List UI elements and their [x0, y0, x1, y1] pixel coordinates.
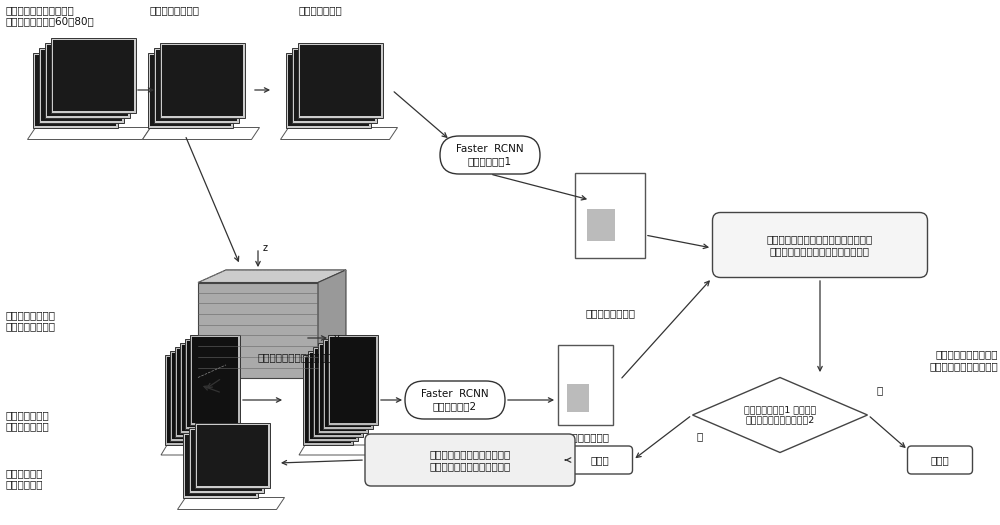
Polygon shape — [143, 128, 260, 140]
FancyBboxPatch shape — [315, 349, 361, 435]
FancyBboxPatch shape — [190, 429, 262, 490]
FancyBboxPatch shape — [172, 353, 218, 439]
FancyBboxPatch shape — [167, 357, 213, 443]
Text: Faster  RCNN
目标检测模型2: Faster RCNN 目标检测模型2 — [421, 389, 489, 411]
FancyBboxPatch shape — [194, 423, 270, 488]
Polygon shape — [198, 270, 346, 282]
Text: 目标平面检测结果: 目标平面检测结果 — [585, 308, 635, 318]
FancyBboxPatch shape — [320, 345, 366, 431]
Text: 利用目标的灰度连续性进一步
去除假阳性并恢复至原始尺寸: 利用目标的灰度连续性进一步 去除假阳性并恢复至原始尺寸 — [429, 449, 511, 471]
Text: 假阳性: 假阳性 — [931, 455, 949, 465]
Polygon shape — [198, 282, 318, 377]
FancyBboxPatch shape — [188, 427, 264, 492]
FancyBboxPatch shape — [328, 335, 378, 425]
FancyBboxPatch shape — [177, 349, 223, 435]
FancyBboxPatch shape — [175, 347, 225, 437]
FancyBboxPatch shape — [185, 339, 235, 429]
FancyBboxPatch shape — [575, 173, 645, 257]
FancyBboxPatch shape — [165, 355, 215, 445]
FancyBboxPatch shape — [148, 52, 232, 128]
FancyBboxPatch shape — [184, 435, 256, 496]
FancyBboxPatch shape — [160, 43, 244, 118]
Polygon shape — [299, 445, 390, 455]
Polygon shape — [161, 445, 252, 455]
Text: 辅助平面检测结果: 辅助平面检测结果 — [560, 432, 610, 442]
FancyBboxPatch shape — [405, 381, 505, 419]
FancyBboxPatch shape — [154, 47, 239, 122]
FancyBboxPatch shape — [323, 339, 373, 429]
FancyBboxPatch shape — [325, 341, 371, 427]
Text: 真阳性: 真阳性 — [591, 455, 609, 465]
FancyBboxPatch shape — [303, 355, 353, 445]
FancyBboxPatch shape — [298, 43, 382, 118]
FancyBboxPatch shape — [182, 345, 228, 431]
Polygon shape — [178, 498, 285, 509]
FancyBboxPatch shape — [38, 47, 124, 122]
Text: Faster  RCNN
目标检测模型1: Faster RCNN 目标检测模型1 — [456, 144, 524, 166]
Polygon shape — [692, 377, 868, 453]
FancyBboxPatch shape — [308, 351, 358, 441]
FancyBboxPatch shape — [292, 47, 376, 122]
Text: 是: 是 — [697, 431, 703, 441]
FancyBboxPatch shape — [712, 213, 928, 278]
Text: x: x — [196, 393, 202, 403]
FancyBboxPatch shape — [180, 343, 230, 433]
FancyBboxPatch shape — [52, 39, 134, 110]
FancyBboxPatch shape — [365, 434, 575, 486]
FancyBboxPatch shape — [40, 49, 122, 121]
FancyBboxPatch shape — [908, 446, 972, 474]
FancyBboxPatch shape — [294, 49, 374, 121]
FancyBboxPatch shape — [46, 45, 128, 116]
FancyBboxPatch shape — [196, 425, 268, 486]
FancyBboxPatch shape — [170, 351, 220, 441]
FancyBboxPatch shape — [300, 45, 380, 116]
FancyBboxPatch shape — [192, 337, 238, 423]
FancyBboxPatch shape — [305, 357, 351, 443]
Text: 原始输入图像：双侧盆壁
处，每例病人图像60～80张: 原始输入图像：双侧盆壁 处，每例病人图像60～80张 — [5, 5, 94, 27]
FancyBboxPatch shape — [558, 345, 612, 425]
FancyBboxPatch shape — [150, 55, 230, 125]
FancyBboxPatch shape — [567, 384, 589, 412]
FancyBboxPatch shape — [330, 337, 376, 423]
Text: 交并比大于阈值1 且交并比
满足要求的比例大于阈值2: 交并比大于阈值1 且交并比 满足要求的比例大于阈值2 — [744, 405, 816, 425]
FancyBboxPatch shape — [318, 343, 368, 433]
FancyBboxPatch shape — [187, 341, 233, 427]
Text: 计算目标平面检测结果在辅助平面的投
影框与辅助平面网络预测框的交并比: 计算目标平面检测结果在辅助平面的投 影框与辅助平面网络预测框的交并比 — [767, 234, 873, 256]
FancyBboxPatch shape — [587, 209, 615, 241]
FancyBboxPatch shape — [568, 446, 633, 474]
Polygon shape — [318, 270, 346, 377]
FancyBboxPatch shape — [440, 136, 540, 174]
FancyBboxPatch shape — [313, 347, 363, 437]
Text: z: z — [263, 243, 268, 253]
Text: 最终得到低假
阳性检测结果: 最终得到低假 阳性检测结果 — [5, 468, 42, 490]
FancyBboxPatch shape — [50, 37, 136, 112]
Text: 结合辅助平面检测结果
去除目标平面上的假阳性: 结合辅助平面检测结果 去除目标平面上的假阳性 — [929, 349, 998, 371]
Polygon shape — [280, 128, 398, 140]
Polygon shape — [28, 128, 150, 140]
Text: 利用三维数组构
成辅助平面图像: 利用三维数组构 成辅助平面图像 — [5, 410, 49, 432]
FancyBboxPatch shape — [156, 49, 237, 121]
FancyBboxPatch shape — [182, 433, 258, 498]
Text: y: y — [334, 333, 340, 343]
Text: 在辅助平面标定淋巴结位置: 在辅助平面标定淋巴结位置 — [258, 352, 332, 362]
Text: 标定淋巴结位置: 标定淋巴结位置 — [298, 5, 342, 15]
FancyBboxPatch shape — [44, 43, 130, 118]
Text: 否: 否 — [877, 385, 883, 395]
FancyBboxPatch shape — [310, 353, 356, 439]
FancyBboxPatch shape — [286, 52, 370, 128]
Text: 每组连续二维图像
堆叠构成三维数组: 每组连续二维图像 堆叠构成三维数组 — [5, 310, 55, 332]
FancyBboxPatch shape — [32, 52, 118, 128]
FancyBboxPatch shape — [162, 45, 242, 116]
FancyBboxPatch shape — [288, 55, 368, 125]
Text: 改变尺寸后的图像: 改变尺寸后的图像 — [150, 5, 200, 15]
FancyBboxPatch shape — [34, 55, 116, 125]
FancyBboxPatch shape — [190, 335, 240, 425]
